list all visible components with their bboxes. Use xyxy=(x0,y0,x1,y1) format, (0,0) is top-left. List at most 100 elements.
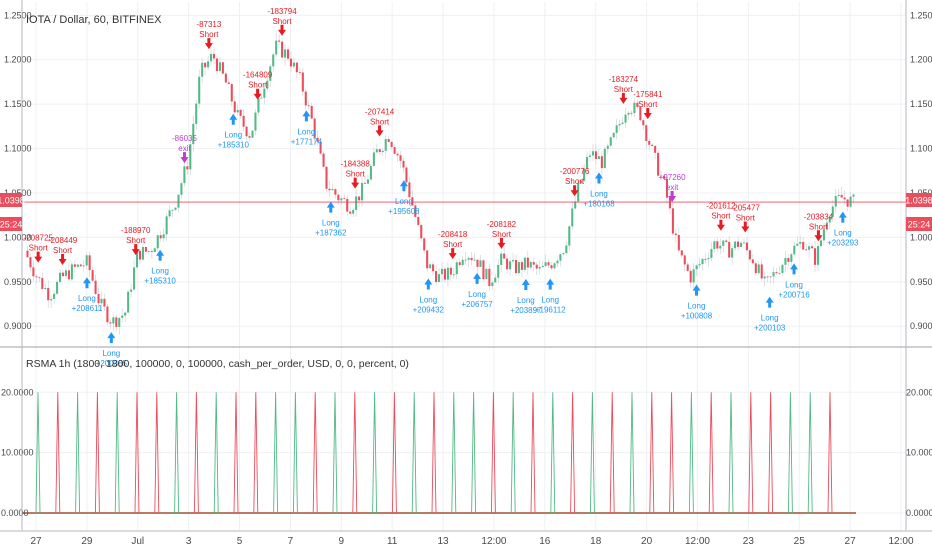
signal-long[interactable]: Long+206757 xyxy=(461,272,493,309)
signal-label: Long xyxy=(468,290,486,299)
candle-body xyxy=(517,262,520,274)
signal-long[interactable]: Long+195608 xyxy=(388,180,420,216)
indicator-spike xyxy=(75,392,81,514)
candle-body xyxy=(488,268,491,287)
signal-long[interactable]: Long+203897 xyxy=(510,278,542,315)
candle-body xyxy=(112,317,115,324)
candle-body xyxy=(278,40,281,42)
signal-long[interactable]: Long+203293 xyxy=(827,211,859,248)
signal-long[interactable]: Long+200716 xyxy=(778,263,810,299)
candle-body xyxy=(580,180,583,184)
candle-body xyxy=(411,197,414,206)
signal-long[interactable]: Long+208611 xyxy=(72,277,103,313)
candle-body xyxy=(118,317,121,327)
indicator-spike xyxy=(589,392,595,514)
candle-body xyxy=(556,260,559,264)
candle-body xyxy=(692,269,695,283)
x-tick-label: 23 xyxy=(743,536,755,547)
candle-body xyxy=(559,254,562,261)
x-tick-label: 12:00 xyxy=(481,536,506,547)
candle-body xyxy=(195,103,198,124)
signal-label: Long xyxy=(297,127,315,136)
candle-body xyxy=(648,140,651,145)
short-arrow-icon xyxy=(278,24,287,36)
indicator-spike xyxy=(431,392,437,514)
signal-long[interactable]: Long+185310 xyxy=(144,249,176,286)
candle-body xyxy=(304,91,307,106)
signal-label: Short xyxy=(443,240,463,249)
x-tick-label: 20 xyxy=(641,536,653,547)
signal-long[interactable]: Long+209432 xyxy=(413,278,445,314)
signal-label: Long xyxy=(395,197,413,206)
candle-body xyxy=(497,264,500,278)
signal-value: +100808 xyxy=(681,312,713,321)
signal-long[interactable]: Long+180168 xyxy=(583,172,615,208)
signal-long[interactable]: Long+100808 xyxy=(681,284,713,321)
indicator-pane[interactable] xyxy=(22,392,856,514)
candle-body xyxy=(452,274,455,276)
candle-body xyxy=(734,241,737,249)
candle-body xyxy=(837,194,840,196)
indicator-spike xyxy=(312,392,318,514)
candle-body xyxy=(701,258,704,265)
last-price-badge-right: 1.0398 xyxy=(905,193,932,207)
candle-body xyxy=(76,264,79,267)
short-arrow-icon xyxy=(741,221,750,233)
candle-body xyxy=(64,270,68,277)
candle-body xyxy=(417,216,420,225)
candle-body xyxy=(242,115,245,127)
price-tick-label-right: 1.2000 xyxy=(910,55,932,65)
indicator-spike xyxy=(134,392,140,514)
indicator-spike xyxy=(688,392,694,514)
candle-body xyxy=(171,209,174,211)
signal-value: +177174 xyxy=(291,137,323,146)
candle-body xyxy=(630,112,633,114)
candle-body xyxy=(680,250,683,256)
candle-body xyxy=(704,258,707,260)
candle-body xyxy=(482,260,485,280)
candle-body xyxy=(429,264,432,269)
candle-body xyxy=(609,137,612,146)
indicator-spike xyxy=(292,392,298,514)
signal-long[interactable]: Long+196112 xyxy=(535,278,566,315)
price-tick-label-right: 0.9000 xyxy=(910,321,932,331)
signal-long[interactable]: Long+185310 xyxy=(218,113,250,150)
short-arrow-icon xyxy=(351,177,360,189)
candle-body xyxy=(150,251,153,253)
x-tick-label: 11 xyxy=(387,536,398,547)
price-tick-label-right: 1.1000 xyxy=(910,144,932,154)
candle-body xyxy=(313,118,316,138)
indicator-spike xyxy=(233,392,239,514)
candle-body xyxy=(165,216,168,235)
signal-value: -200776 xyxy=(560,167,590,176)
signal-label: Long xyxy=(322,219,340,228)
signal-long[interactable]: Long+200103 xyxy=(754,296,786,333)
candle-body xyxy=(186,166,189,170)
signal-long[interactable]: Long+177174 xyxy=(291,110,323,146)
signal-long[interactable]: Long+187362 xyxy=(315,201,347,238)
candle-body xyxy=(763,276,766,279)
candle-body xyxy=(760,264,763,279)
price-pane[interactable]: -208725Short-208449ShortLong+208611Long+… xyxy=(22,7,906,368)
signal-long[interactable]: Long+200385 xyxy=(96,332,128,368)
candle-body xyxy=(553,263,556,269)
candle-body xyxy=(455,262,458,275)
